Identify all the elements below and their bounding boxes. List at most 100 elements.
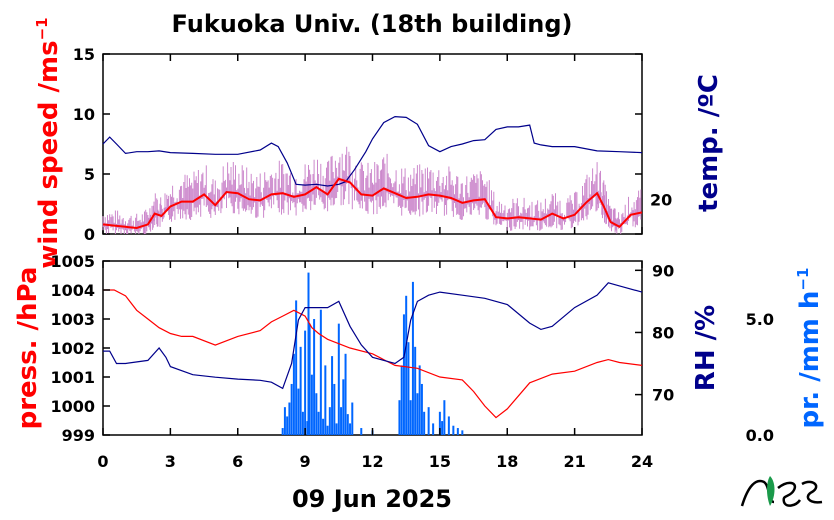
wind-gust-spread — [102, 146, 642, 234]
precipitation-bar — [290, 383, 293, 435]
precipitation-bar — [295, 300, 298, 435]
precipitation-bar — [452, 425, 455, 435]
precipitation-bar — [402, 314, 405, 435]
precipitation-bar — [288, 402, 291, 435]
precipitation-bar — [283, 407, 286, 435]
precipitation-bar — [438, 411, 441, 435]
x-tick-label: 9 — [300, 452, 311, 471]
wind-speed-line — [102, 177, 643, 230]
top-series — [102, 115, 643, 234]
pressure-tick-label: 999 — [62, 426, 95, 445]
x-tick-label: 15 — [429, 452, 451, 471]
precipitation-bar — [292, 353, 295, 435]
wind-tick-label: 5 — [84, 165, 95, 184]
precipitation-bar — [324, 365, 327, 435]
x-tick-label: 6 — [232, 452, 243, 471]
precipitation-bar — [310, 374, 313, 435]
humidity-tick-label: 70 — [652, 386, 674, 405]
wind-tick-label: 0 — [84, 225, 95, 244]
humidity-tick-label: 90 — [652, 261, 674, 280]
precipitation-bar — [418, 365, 421, 435]
precipitation-bar — [328, 407, 331, 435]
precipitation-bar — [461, 430, 464, 435]
precipitation-bar — [308, 323, 311, 435]
precipitation-bar — [400, 365, 403, 435]
precipitation-bar — [405, 295, 408, 435]
temperature-axis-label: temp. /ºC — [694, 74, 724, 212]
bottom-right-ticks: 70 80 90 — [635, 261, 674, 405]
precipitation-bar — [326, 425, 329, 435]
precipitation-bar — [342, 379, 345, 435]
pressure-tick-label: 1004 — [50, 281, 95, 300]
precipitation-bar — [317, 411, 320, 435]
precipitation-bar — [344, 353, 347, 435]
x-tick-label: 12 — [361, 452, 383, 471]
x-tick-label: 18 — [496, 452, 518, 471]
precipitation-ticks: 0.0 5.0 — [746, 310, 774, 445]
precipitation-bar — [322, 418, 325, 435]
pressure-tick-label: 1000 — [50, 397, 95, 416]
precipitation-bar — [398, 400, 401, 435]
precipitation-bar — [409, 400, 412, 435]
precipitation-bar — [286, 416, 289, 435]
x-tick-label: 3 — [165, 452, 176, 471]
precipitation-bar — [346, 414, 349, 435]
precipitation-bar — [416, 393, 419, 435]
precipitation-bar — [360, 428, 363, 435]
precipitation-bar — [333, 383, 336, 435]
bottom-left-ticks: 999 1000 1001 1002 1003 1004 1005 — [50, 252, 110, 445]
precipitation-tick-label: 0.0 — [746, 426, 774, 445]
pressure-axis-label: press. /hPa — [13, 267, 43, 430]
pressure-tick-label: 1001 — [50, 368, 95, 387]
precipitation-bar — [427, 407, 430, 435]
precipitation-bar — [351, 402, 354, 435]
precipitation-bar — [349, 423, 352, 435]
pressure-tick-label: 1005 — [50, 252, 95, 271]
precipitation-bar — [319, 309, 322, 435]
bottom-panel-frame — [102, 260, 643, 436]
precipitation-bar — [335, 423, 338, 435]
precipitation-bar — [411, 281, 414, 435]
precipitation-bar — [306, 421, 309, 435]
wind-tick-label: 10 — [73, 105, 95, 124]
date-label: 09 Jun 2025 — [292, 485, 452, 513]
precipitation-bar — [301, 411, 304, 435]
bottom-series — [103, 272, 643, 435]
precipitation-bar — [281, 428, 284, 435]
precipitation-bar — [331, 356, 334, 435]
precipitation-bar — [414, 346, 417, 435]
precipitation-bar — [304, 330, 307, 435]
temp-tick-label: 20 — [650, 191, 672, 210]
precipitation-bar — [456, 428, 459, 435]
precipitation-bar — [420, 383, 423, 435]
temperature-line — [102, 115, 643, 187]
x-axis-ticks: 0 3 6 9 12 15 18 21 24 — [97, 261, 653, 471]
precipitation-bar — [315, 393, 318, 435]
precipitation-bar — [423, 411, 426, 435]
top-left-ticks: 0 5 10 15 — [73, 45, 643, 244]
precipitation-bar — [299, 346, 302, 435]
wind-speed-axis-label: wind speed /ms−1 — [33, 17, 64, 268]
precipitation-bar — [447, 416, 450, 435]
precipitation-bar — [432, 423, 435, 435]
x-tick-label: 21 — [563, 452, 585, 471]
precipitation-tick-label: 5.0 — [746, 310, 774, 329]
x-tick-label: 24 — [631, 452, 653, 471]
precipitation-bar — [407, 342, 410, 435]
humidity-line — [103, 282, 643, 390]
nes-logo — [740, 476, 823, 507]
precipitation-bar — [443, 400, 446, 435]
pressure-line — [103, 289, 643, 419]
precipitation-bar — [307, 272, 310, 435]
precipitation-axis-label: pr. /mm h−1 — [794, 268, 825, 429]
pressure-tick-label: 1002 — [50, 339, 95, 358]
humidity-axis-label: RH /% — [691, 305, 721, 391]
precipitation-bar — [313, 319, 316, 435]
x-tick-label: 0 — [97, 452, 108, 471]
precipitation-bar — [441, 421, 444, 435]
precipitation-bar — [337, 323, 340, 435]
top-right-ticks: 20 — [650, 191, 672, 210]
pressure-tick-label: 1003 — [50, 310, 95, 329]
humidity-tick-label: 80 — [652, 323, 674, 342]
